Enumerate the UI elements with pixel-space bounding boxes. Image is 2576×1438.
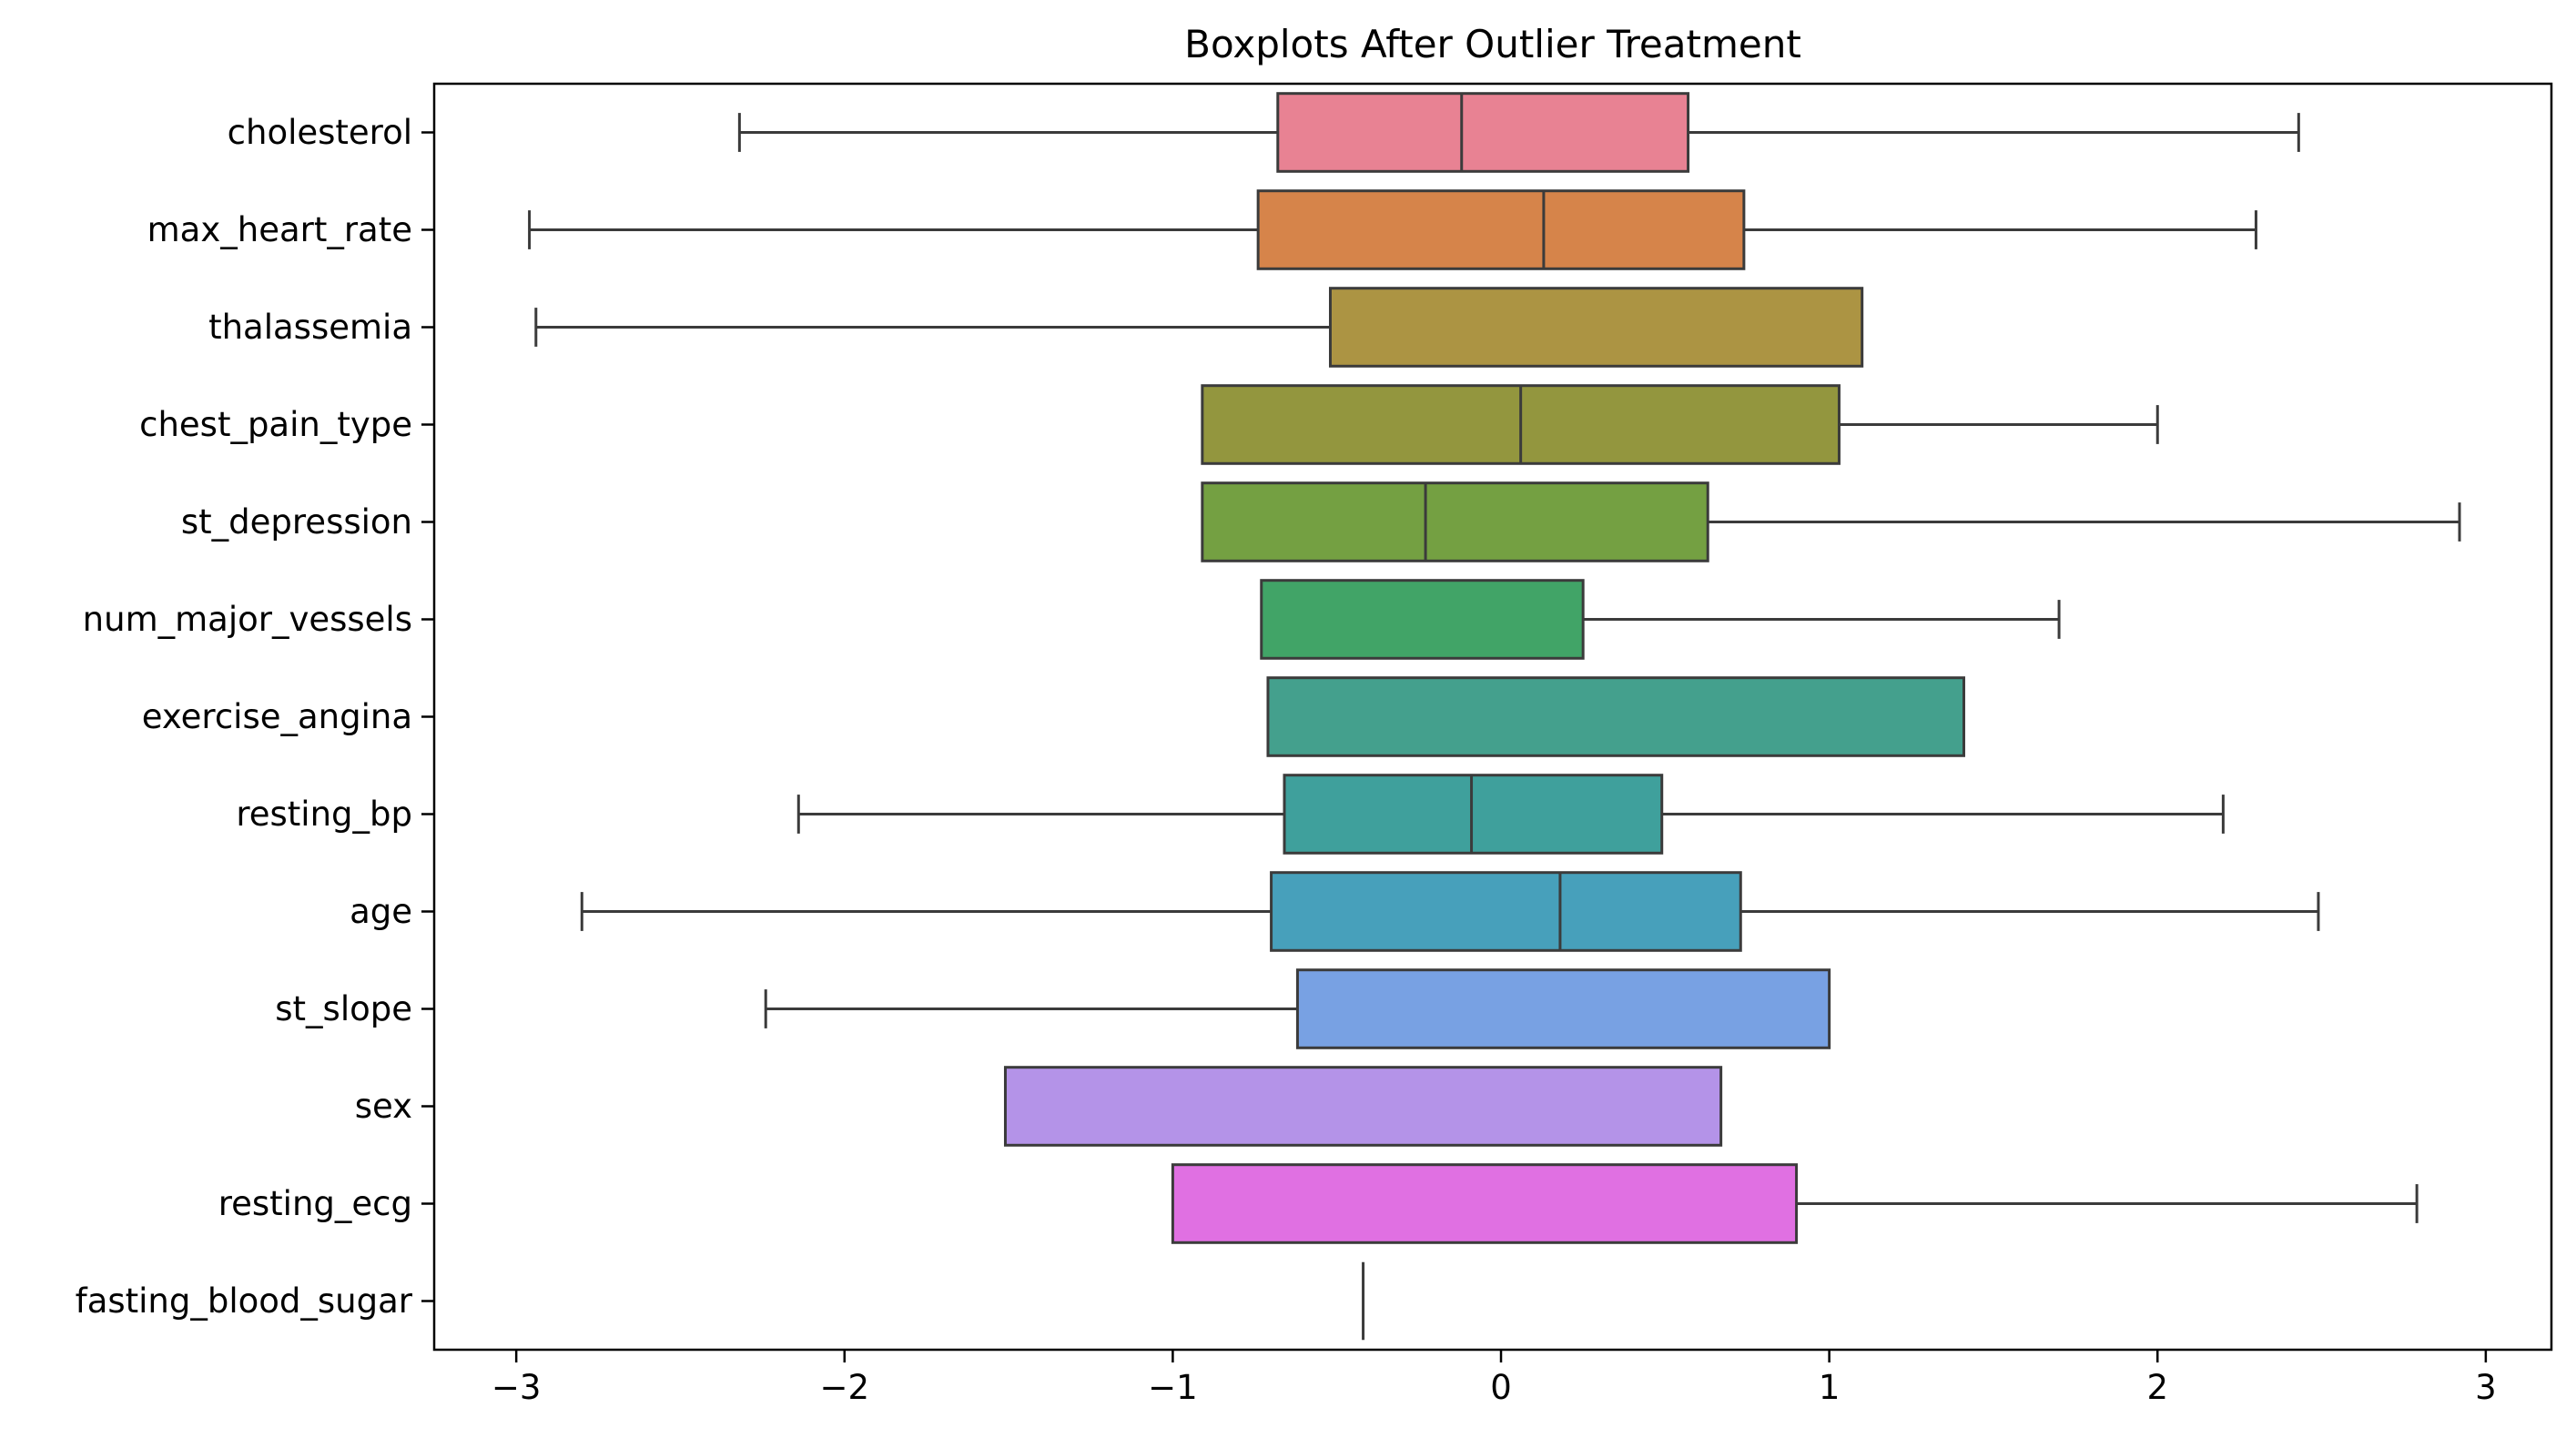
ytick-label: cholesterol [228,113,412,152]
iqr-box [1295,968,1831,1049]
iqr-box [1171,1163,1799,1244]
box-cholesterol [737,92,2300,173]
iqr-box [1201,481,1709,562]
xtick-label: 2 [2146,1368,2168,1407]
chart-title: Boxplots After Outlier Treatment [1184,22,1801,66]
xtick-label: 0 [1490,1368,1512,1407]
iqr-box [1283,774,1664,855]
iqr-box [1003,1066,1723,1147]
box-num-major-vessels [1260,579,2061,660]
iqr-box [1276,92,1690,173]
ytick-label: thalassemia [208,308,412,347]
box-resting-ecg [1171,1163,2419,1244]
box-st-slope [764,968,1831,1049]
ytick-label: st_depression [181,502,412,542]
box-age [580,871,2320,952]
xtick-label: −1 [1148,1368,1198,1407]
box-max-heart-rate [528,189,2257,270]
ytick-label: max_heart_rate [147,210,412,249]
box-resting-bp [796,774,2225,855]
ytick-label: chest_pain_type [139,405,412,444]
xtick-label: 3 [2475,1368,2497,1407]
iqr-box [1266,676,1965,757]
box-thalassemia [534,287,1864,368]
x-axis: −3 −2 −1 0 1 2 3 [492,1350,2497,1407]
box-sex [1003,1066,1723,1147]
boxes-layer [528,92,2461,1341]
ytick-label: num_major_vessels [83,600,412,639]
iqr-box [1260,579,1585,660]
y-axis: cholesterol max_heart_rate thalassemia ches… [76,113,434,1321]
ytick-label: fasting_blood_sugar [76,1281,413,1321]
xtick-label: 1 [1819,1368,1841,1407]
plot-frame [432,82,2553,1352]
ytick-label: exercise_angina [142,697,412,736]
iqr-box [1270,871,1742,952]
xtick-label: −2 [820,1368,870,1407]
ytick-label: st_slope [275,989,412,1028]
xtick-label: −3 [492,1368,542,1407]
ytick-label: resting_bp [236,795,412,834]
box-st-depression [1201,481,2461,562]
box-chest-pain-type [1201,384,2159,465]
ytick-label: age [350,892,412,931]
iqr-box [1256,189,1746,270]
ytick-label: resting_ecg [218,1184,412,1223]
iqr-box [1328,287,1864,368]
ytick-label: sex [355,1087,412,1126]
box-exercise-angina [1266,676,1965,757]
